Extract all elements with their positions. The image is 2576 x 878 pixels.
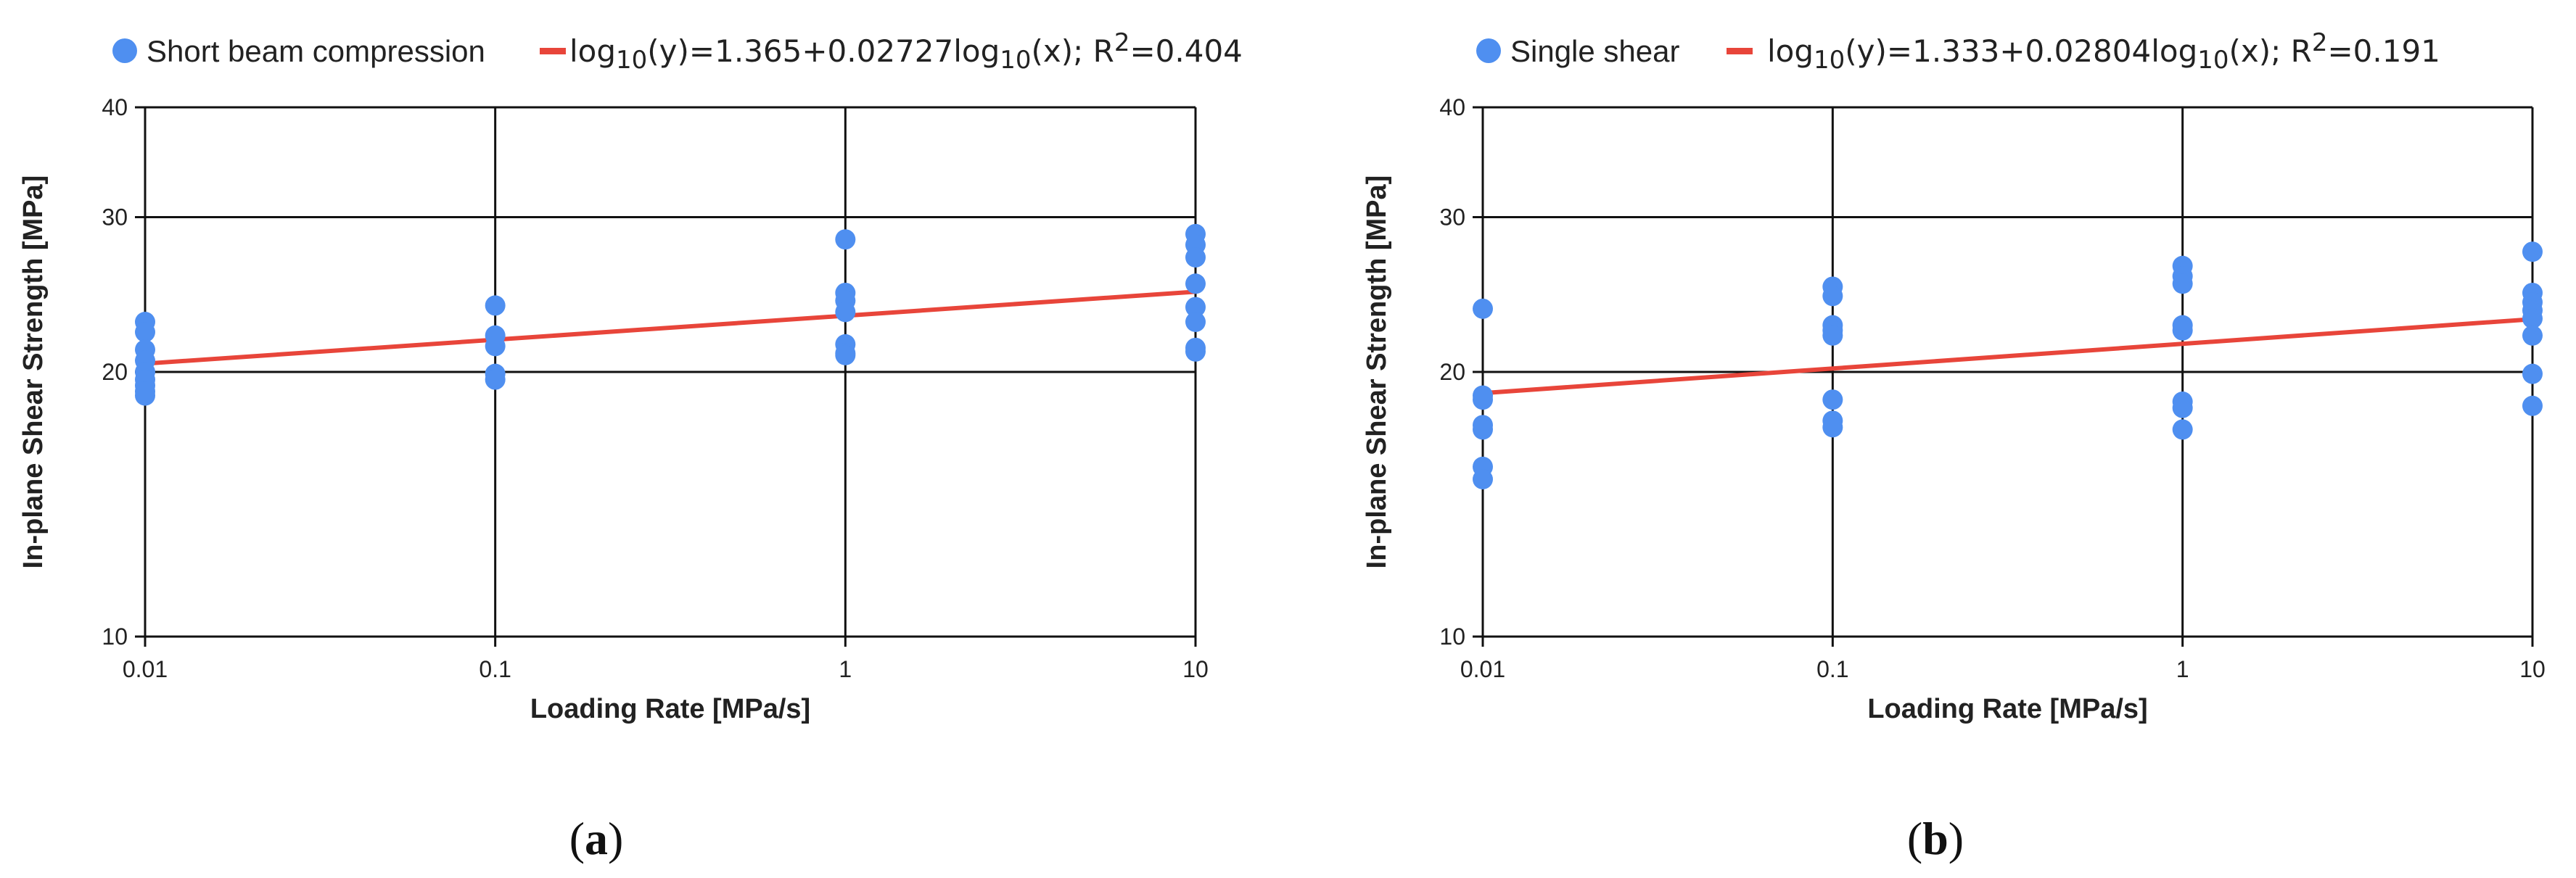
legend-a: Short beam compression log10(y)=1.365+0.… — [112, 28, 1243, 75]
x-tick-label: 0.1 — [1816, 656, 1848, 682]
y-tick-labels-a: 10 20 30 40 — [102, 94, 128, 650]
data-point — [2522, 308, 2543, 329]
data-point — [1822, 325, 1843, 346]
x-tick-label: 0.01 — [123, 656, 168, 682]
grid-b — [1473, 106, 2534, 647]
data-point — [2172, 320, 2193, 341]
data-point — [1822, 389, 1843, 410]
legend-label-points-a: Short beam compression — [147, 34, 485, 68]
y-tick-label: 10 — [1439, 624, 1465, 650]
panel-label-b: (b) — [1907, 813, 1964, 864]
x-tick-label: 10 — [2519, 656, 2546, 682]
x-axis-title-a: Loading Rate [MPa/s] — [530, 694, 810, 724]
y-tick-label: 30 — [102, 204, 128, 230]
data-point — [2522, 395, 2543, 416]
data-point — [1473, 419, 1493, 440]
x-tick-label: 0.1 — [479, 656, 511, 682]
fit-line-a-group — [144, 289, 1196, 366]
legend-marker-points-a — [112, 38, 137, 63]
legend-label-fit-a: log10(y)=1.365+0.02727log10(x); R2=0.404 — [569, 28, 1243, 75]
fit-post-a: (x); R — [1032, 33, 1114, 69]
grid-a — [135, 106, 1197, 647]
data-point — [135, 322, 155, 343]
fit-sup-b: 2 — [2312, 28, 2328, 57]
y-tick-label: 10 — [102, 624, 128, 650]
fit-pre-b: log — [1767, 33, 1814, 69]
data-point — [485, 295, 506, 316]
y-tick-label: 30 — [1439, 204, 1465, 230]
data-points-a — [135, 223, 1206, 406]
fit-line — [1482, 317, 2533, 396]
fit-pre-a: log — [569, 33, 616, 69]
data-point — [1473, 298, 1493, 319]
fit-mid-b: (y)=1.333+0.02804log — [1845, 33, 2197, 69]
x-tick-label: 0.01 — [1460, 656, 1505, 682]
panel-paren-open-a: ( — [569, 813, 585, 864]
data-point — [485, 369, 506, 390]
fit-sub2-b: 10 — [2197, 46, 2229, 75]
data-point — [1473, 389, 1493, 410]
data-point — [2172, 397, 2193, 418]
fit-sub2-a: 10 — [1000, 46, 1031, 75]
x-tick-label: 10 — [1182, 656, 1209, 682]
y-tick-label: 40 — [102, 94, 128, 120]
fit-sub1-a: 10 — [616, 46, 647, 75]
panel-letter-a: a — [585, 813, 608, 864]
y-tick-label: 20 — [102, 359, 128, 385]
panel-paren-close-a: ) — [608, 813, 623, 864]
data-point — [1185, 297, 1206, 318]
data-point — [2522, 363, 2543, 384]
data-point — [1473, 468, 1493, 489]
data-point — [835, 229, 856, 250]
panel-paren-close-b: ) — [1949, 813, 1964, 864]
fit-mid-a: (y)=1.365+0.02727log — [647, 33, 1000, 69]
fit-line — [144, 289, 1196, 366]
x-tick-labels-b: 0.01 0.1 1 10 — [1460, 656, 2546, 682]
panel-letter-b: b — [1922, 813, 1949, 864]
data-points-b — [1473, 241, 2543, 489]
x-axis-title-b: Loading Rate [MPa/s] — [1867, 694, 2147, 724]
fit-end-a: =0.404 — [1129, 33, 1242, 69]
chart-panel-a: 0.01 0.1 1 10 10 20 30 40 Loading Rate [MPa/s]… — [18, 28, 1243, 864]
x-tick-labels-a: 0.01 0.1 1 10 — [123, 656, 1209, 682]
panel-paren-open-b: ( — [1907, 813, 1922, 864]
y-tick-label: 40 — [1439, 94, 1465, 120]
data-point — [135, 385, 155, 406]
data-point — [835, 302, 856, 323]
y-axis-title-b: In-plane Shear Strength [MPa] — [1362, 175, 1392, 569]
x-tick-label: 1 — [839, 656, 852, 682]
legend-label-fit-b: log10(y)=1.333+0.02804log10(x); R2=0.191 — [1767, 28, 2440, 75]
data-point — [2172, 419, 2193, 440]
data-point — [2172, 273, 2193, 294]
fit-sub1-b: 10 — [1814, 46, 1845, 75]
chart-panel-b: 0.01 0.1 1 10 10 20 30 40 Loading Rate [MPa/s]… — [1362, 28, 2546, 864]
panel-label-a: (a) — [569, 813, 624, 864]
data-point — [1822, 417, 1843, 438]
x-tick-label: 1 — [2176, 656, 2189, 682]
data-point — [1822, 286, 1843, 307]
data-point — [2522, 241, 2543, 262]
data-point — [1185, 312, 1206, 333]
data-point — [1185, 273, 1206, 294]
fit-sup-a: 2 — [1114, 28, 1130, 57]
data-point — [485, 336, 506, 357]
data-point — [835, 344, 856, 365]
data-point — [1185, 247, 1206, 268]
data-point — [2522, 325, 2543, 346]
y-tick-label: 20 — [1439, 359, 1465, 385]
y-axis-title-a: In-plane Shear Strength [MPa] — [18, 175, 49, 569]
legend-marker-points-b — [1476, 38, 1501, 63]
fit-end-b: =0.191 — [2327, 33, 2440, 69]
y-tick-labels-b: 10 20 30 40 — [1439, 94, 1465, 650]
fit-post-b: (x); R — [2229, 33, 2312, 69]
legend-marker-fit-b — [1727, 48, 1753, 54]
legend-label-points-b: Single shear — [1510, 34, 1679, 68]
legend-b: Single shear log10(y)=1.333+0.02804log10… — [1476, 28, 2440, 75]
data-point — [1185, 341, 1206, 362]
legend-marker-fit-a — [540, 48, 566, 54]
fit-line-b-group — [1482, 317, 2533, 396]
